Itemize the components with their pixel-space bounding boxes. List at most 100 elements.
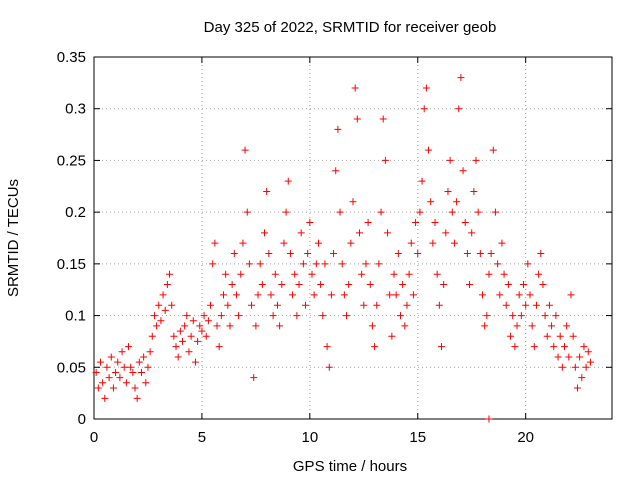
- data-point: [116, 374, 124, 382]
- data-point: [235, 312, 243, 320]
- data-point: [325, 363, 333, 371]
- data-point: [207, 301, 215, 309]
- data-point: [232, 291, 240, 299]
- data-point: [220, 291, 227, 299]
- data-point: [319, 312, 327, 320]
- data-point: [578, 374, 586, 382]
- data-point: [394, 250, 402, 258]
- data-point: [228, 281, 236, 289]
- data-point: [509, 312, 517, 320]
- data-point: [99, 379, 107, 387]
- data-point: [267, 291, 275, 299]
- data-point: [550, 343, 558, 351]
- data-point: [472, 156, 480, 164]
- data-point: [498, 239, 506, 247]
- x-tick-label: 10: [301, 429, 318, 446]
- data-point: [433, 270, 441, 278]
- data-point: [170, 332, 178, 340]
- data-point: [222, 270, 230, 278]
- data-point: [371, 343, 379, 351]
- data-point: [265, 250, 273, 258]
- data-point: [94, 384, 102, 392]
- data-point: [582, 363, 590, 371]
- data-point: [515, 291, 523, 299]
- data-point: [269, 312, 277, 320]
- data-point: [539, 281, 547, 289]
- data-point: [211, 239, 219, 247]
- data-point: [92, 368, 100, 376]
- data-point: [427, 198, 435, 206]
- data-point: [308, 270, 316, 278]
- data-points: [92, 74, 594, 423]
- data-point: [215, 343, 223, 351]
- data-point: [353, 115, 361, 123]
- data-point: [172, 343, 180, 351]
- plot-frame: [93, 56, 613, 420]
- data-point: [386, 291, 394, 299]
- data-point: [545, 301, 553, 309]
- data-point: [437, 343, 445, 351]
- data-point: [284, 177, 292, 185]
- data-point: [306, 218, 314, 226]
- data-point: [496, 291, 504, 299]
- x-tick-label: 0: [90, 429, 98, 446]
- data-point: [345, 281, 353, 289]
- x-tick-label: 5: [198, 429, 206, 446]
- data-point: [569, 332, 577, 340]
- y-tick-label: 0.15: [57, 256, 86, 273]
- data-point: [256, 260, 264, 268]
- data-point: [293, 312, 301, 320]
- data-point: [554, 353, 562, 361]
- data-point: [474, 208, 482, 216]
- data-point: [522, 301, 530, 309]
- y-tick-label: 0.2: [65, 204, 86, 221]
- data-point: [399, 281, 407, 289]
- data-point: [576, 353, 584, 361]
- data-point: [120, 363, 128, 371]
- grid-lines: [94, 57, 612, 419]
- data-point: [403, 301, 411, 309]
- data-point: [278, 281, 286, 289]
- data-point: [183, 312, 191, 320]
- data-point: [381, 156, 389, 164]
- data-point: [161, 306, 169, 314]
- data-point: [198, 327, 206, 335]
- data-point: [425, 146, 433, 154]
- data-point: [312, 260, 320, 268]
- data-point: [401, 322, 409, 330]
- data-point: [178, 337, 186, 345]
- data-point: [135, 358, 143, 366]
- data-point: [485, 415, 493, 423]
- data-point: [440, 281, 448, 289]
- data-point: [470, 187, 478, 195]
- data-point: [461, 218, 469, 226]
- data-point: [114, 358, 122, 366]
- data-point: [125, 343, 133, 351]
- data-point: [241, 146, 249, 154]
- data-point: [127, 363, 135, 371]
- data-point: [567, 291, 575, 299]
- data-point: [364, 218, 372, 226]
- data-point: [388, 332, 396, 340]
- data-point: [155, 301, 163, 309]
- data-point: [416, 208, 424, 216]
- data-point: [494, 260, 502, 268]
- data-point: [261, 229, 269, 237]
- data-point: [289, 291, 297, 299]
- data-point: [517, 312, 525, 320]
- data-point: [148, 332, 156, 340]
- data-point: [466, 281, 474, 289]
- data-point: [103, 363, 111, 371]
- data-point: [273, 301, 281, 309]
- data-point: [453, 198, 461, 206]
- data-point: [204, 317, 212, 325]
- data-point: [392, 291, 400, 299]
- axis-ticks: 0 0.05 0.1 0.15 0.2 0.25 0.3 0.35 0 5 10 15 20: [57, 49, 612, 446]
- data-point: [548, 322, 556, 330]
- data-point: [187, 332, 195, 340]
- data-point: [226, 322, 234, 330]
- data-point: [561, 343, 569, 351]
- data-point: [131, 384, 139, 392]
- x-tick-label: 15: [409, 429, 426, 446]
- data-point: [237, 270, 245, 278]
